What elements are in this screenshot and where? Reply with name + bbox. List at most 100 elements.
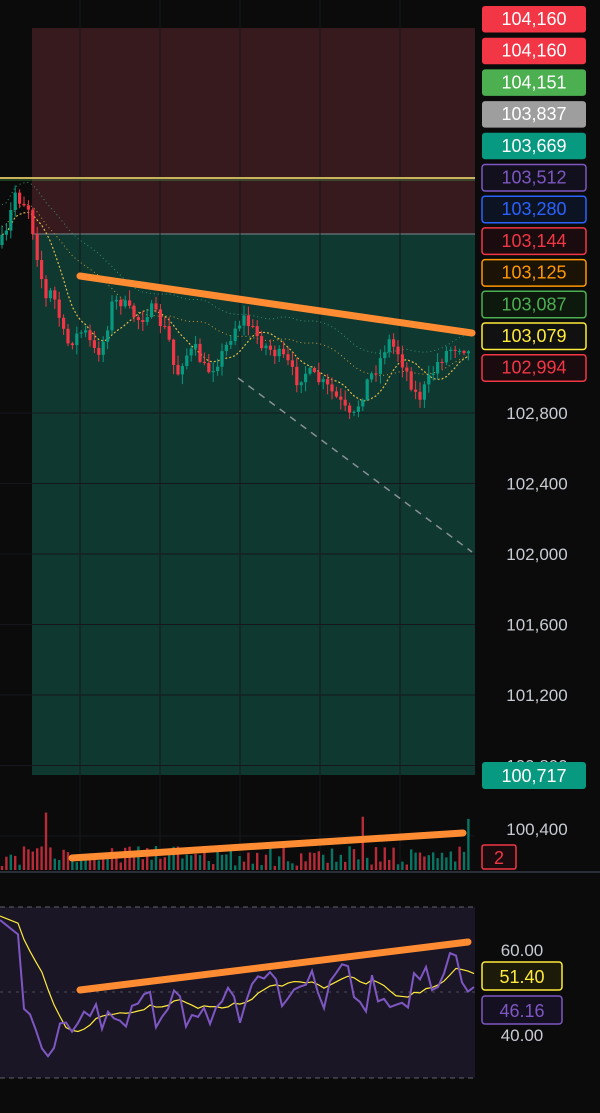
volume-bar: [88, 855, 92, 870]
price-label-box: [482, 69, 586, 96]
candle-body: [224, 344, 228, 352]
candle: [176, 355, 180, 376]
candle-body: [277, 348, 281, 357]
rsi-level-60: 60.00: [501, 941, 544, 960]
volume-bar: [220, 854, 224, 870]
candle: [4, 222, 8, 241]
price-label-text: 103,125: [501, 263, 566, 283]
candle: [9, 202, 13, 239]
candle-body: [295, 366, 299, 386]
volume-bar: [216, 846, 219, 870]
volume-bar: [454, 861, 457, 870]
candle: [48, 287, 52, 302]
candle-body: [431, 373, 435, 375]
price-label-text: 103,512: [501, 168, 566, 188]
candle-body: [44, 279, 48, 299]
volume-bar: [22, 846, 26, 870]
candle-body: [48, 290, 52, 299]
candle: [312, 366, 316, 374]
rsi-trendline[interactable]: [76, 938, 472, 994]
candle-body: [409, 371, 413, 390]
candle-body: [198, 343, 202, 362]
candle-body: [308, 368, 312, 374]
candle: [189, 345, 193, 362]
candle: [392, 333, 396, 355]
candle-body: [92, 340, 96, 348]
candle: [238, 320, 242, 332]
price-label-text: 104,160: [501, 41, 566, 61]
candle: [348, 402, 352, 420]
volume-trendline[interactable]: [68, 829, 467, 862]
volume-bar: [291, 863, 294, 870]
volume-bar: [5, 856, 8, 870]
candle: [365, 378, 369, 401]
candle: [246, 306, 250, 336]
candle: [260, 330, 264, 351]
candle: [339, 388, 343, 410]
volume-bar: [49, 847, 52, 870]
volume-trendline-stroke[interactable]: [68, 829, 467, 862]
volume-bar: [163, 857, 166, 870]
candle: [343, 390, 347, 412]
price-label-box: [481, 163, 587, 192]
candle-body: [466, 351, 470, 354]
candle: [79, 329, 83, 339]
candle-body: [383, 352, 387, 359]
price-label-box: [481, 227, 587, 256]
candle: [211, 362, 215, 383]
volume-bar: [66, 852, 70, 870]
candle-body: [365, 379, 369, 400]
candle-body: [0, 234, 4, 245]
price-label-text: 104,160: [501, 9, 566, 29]
rsi-value-box: [481, 995, 563, 1025]
rsi-trendline-stroke[interactable]: [76, 938, 472, 994]
rsi-ma-value-box: [481, 961, 563, 991]
volume-bar: [269, 847, 272, 870]
volume-bar: [137, 846, 140, 870]
candle: [352, 410, 356, 417]
volume-bar: [304, 861, 307, 870]
candle: [0, 225, 4, 249]
candle: [31, 207, 35, 240]
candle-body: [453, 349, 457, 351]
volume-bar: [449, 851, 452, 870]
price-label-box: [482, 6, 586, 33]
price-label: 104,151: [482, 69, 586, 96]
price-axis-background: [477, 0, 600, 870]
volume-bar: [154, 846, 158, 870]
candle-body: [458, 350, 462, 352]
volume-bar: [141, 859, 144, 870]
candle: [251, 319, 255, 329]
candle-body: [387, 339, 391, 353]
candle-body: [150, 303, 154, 318]
price-axis[interactable]: 102,800102,400102,000101,600101,200100,8…: [477, 0, 600, 870]
candle-body: [13, 192, 17, 211]
volume-bar: [71, 855, 74, 870]
price-trendline[interactable]: [76, 272, 476, 337]
volume-bar: [317, 851, 320, 870]
candle: [172, 338, 176, 375]
candle-body: [246, 315, 250, 327]
volume-bar: [110, 848, 114, 870]
candle: [273, 345, 277, 364]
price-trendline-stroke[interactable]: [76, 272, 476, 337]
volume-bar: [106, 854, 109, 870]
price-label: 103,144: [481, 227, 587, 256]
candle-body: [317, 372, 321, 383]
rsi-band: [0, 907, 475, 1078]
candle: [242, 305, 246, 336]
volume-bar: [58, 860, 61, 870]
volume-bar: [348, 846, 351, 870]
volume-bar: [194, 853, 197, 870]
candle-body: [462, 350, 466, 354]
volume-bar: [462, 851, 466, 870]
candle-body: [321, 379, 325, 383]
candle: [145, 309, 149, 326]
volume-count-badge: 2: [481, 844, 517, 870]
candle-body: [132, 305, 136, 318]
candle: [277, 345, 281, 363]
rsi-ma-value-text: 51.40: [499, 967, 544, 987]
candle: [255, 320, 259, 345]
volume-bar: [247, 852, 250, 870]
